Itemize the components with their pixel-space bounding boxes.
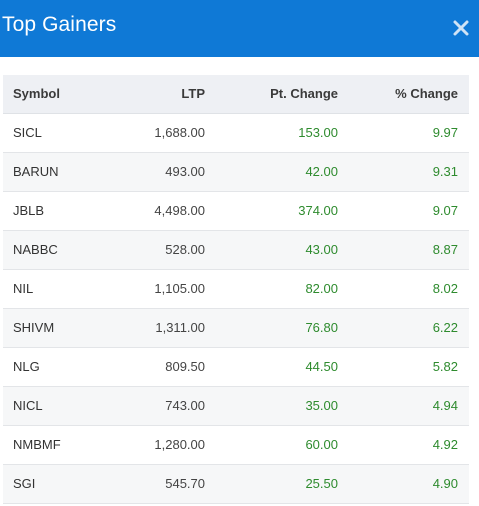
table-row[interactable]: SGI 545.70 25.50 4.90 bbox=[3, 464, 469, 504]
cell-pct-change: 4.90 bbox=[339, 464, 469, 504]
cell-pct-change: 4.94 bbox=[339, 386, 469, 426]
cell-symbol: NICL bbox=[3, 386, 119, 426]
cell-ltp: 1,280.00 bbox=[119, 425, 206, 465]
cell-symbol: SHIVM bbox=[3, 308, 119, 348]
cell-ltp: 545.70 bbox=[119, 464, 206, 504]
cell-pt-change: 25.50 bbox=[206, 464, 339, 504]
cell-pct-change: 8.02 bbox=[339, 269, 469, 309]
cell-symbol: BARUN bbox=[3, 152, 119, 192]
column-header-pt-change[interactable]: Pt. Change bbox=[206, 75, 339, 114]
cell-ltp: 493.00 bbox=[119, 152, 206, 192]
cell-pct-change: 9.07 bbox=[339, 191, 469, 231]
top-gainers-table-container: Symbol LTP Pt. Change % Change SICL 1,68… bbox=[3, 75, 469, 504]
cell-symbol: NMBMF bbox=[3, 425, 119, 465]
top-gainers-table: Symbol LTP Pt. Change % Change SICL 1,68… bbox=[3, 75, 469, 504]
cell-ltp: 1,311.00 bbox=[119, 308, 206, 348]
cell-pct-change: 6.22 bbox=[339, 308, 469, 348]
cell-symbol: NABBC bbox=[3, 230, 119, 270]
table-row[interactable]: NABBC 528.00 43.00 8.87 bbox=[3, 230, 469, 270]
cell-ltp: 1,105.00 bbox=[119, 269, 206, 309]
cell-symbol: NIL bbox=[3, 269, 119, 309]
cell-pt-change: 35.00 bbox=[206, 386, 339, 426]
cell-symbol: JBLB bbox=[3, 191, 119, 231]
cell-pt-change: 82.00 bbox=[206, 269, 339, 309]
cell-symbol: NLG bbox=[3, 347, 119, 387]
close-button[interactable] bbox=[452, 17, 470, 39]
cell-pt-change: 44.50 bbox=[206, 347, 339, 387]
cell-pt-change: 76.80 bbox=[206, 308, 339, 348]
table-row[interactable]: NLG 809.50 44.50 5.82 bbox=[3, 347, 469, 387]
table-row[interactable]: BARUN 493.00 42.00 9.31 bbox=[3, 152, 469, 192]
cell-ltp: 743.00 bbox=[119, 386, 206, 426]
table-row[interactable]: NIL 1,105.00 82.00 8.02 bbox=[3, 269, 469, 309]
cell-pct-change: 8.87 bbox=[339, 230, 469, 270]
dialog-title: Top Gainers bbox=[2, 13, 117, 36]
cell-pct-change: 4.92 bbox=[339, 425, 469, 465]
column-header-pct-change[interactable]: % Change bbox=[339, 75, 469, 114]
table-row[interactable]: NICL 743.00 35.00 4.94 bbox=[3, 386, 469, 426]
close-icon bbox=[453, 20, 469, 36]
cell-ltp: 809.50 bbox=[119, 347, 206, 387]
cell-pct-change: 9.97 bbox=[339, 113, 469, 153]
cell-pt-change: 374.00 bbox=[206, 191, 339, 231]
table-header-row: Symbol LTP Pt. Change % Change bbox=[3, 75, 469, 114]
cell-pt-change: 43.00 bbox=[206, 230, 339, 270]
cell-pct-change: 9.31 bbox=[339, 152, 469, 192]
cell-pct-change: 5.82 bbox=[339, 347, 469, 387]
cell-pt-change: 153.00 bbox=[206, 113, 339, 153]
table-row[interactable]: JBLB 4,498.00 374.00 9.07 bbox=[3, 191, 469, 231]
cell-pt-change: 42.00 bbox=[206, 152, 339, 192]
cell-ltp: 4,498.00 bbox=[119, 191, 206, 231]
cell-symbol: SICL bbox=[3, 113, 119, 153]
table-row[interactable]: SHIVM 1,311.00 76.80 6.22 bbox=[3, 308, 469, 348]
cell-ltp: 1,688.00 bbox=[119, 113, 206, 153]
cell-symbol: SGI bbox=[3, 464, 119, 504]
column-header-symbol[interactable]: Symbol bbox=[3, 75, 119, 114]
dialog-header: Top Gainers bbox=[0, 0, 479, 57]
cell-ltp: 528.00 bbox=[119, 230, 206, 270]
table-row[interactable]: SICL 1,688.00 153.00 9.97 bbox=[3, 113, 469, 153]
column-header-ltp[interactable]: LTP bbox=[119, 75, 206, 114]
table-row[interactable]: NMBMF 1,280.00 60.00 4.92 bbox=[3, 425, 469, 465]
cell-pt-change: 60.00 bbox=[206, 425, 339, 465]
